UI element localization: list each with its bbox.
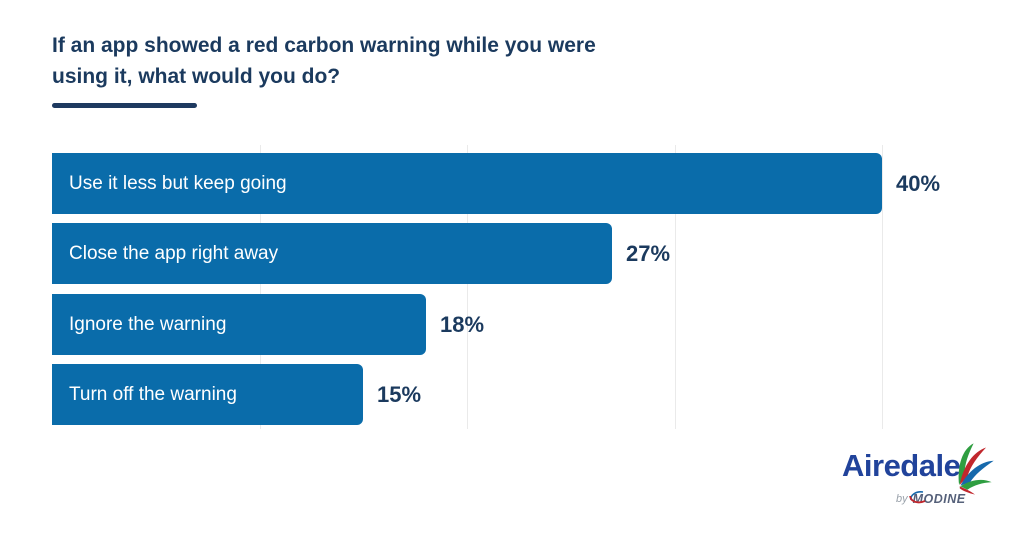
title-underline-divider bbox=[52, 103, 197, 108]
bar-ignore-warning: Ignore the warning bbox=[52, 294, 426, 355]
chart-title-line1: If an app showed a red carbon warning wh… bbox=[52, 34, 596, 57]
bar-value-label: 15% bbox=[377, 381, 422, 407]
bar-turn-off-warning: Turn off the warning bbox=[52, 364, 363, 425]
bar-use-it-less: Use it less but keep going bbox=[52, 153, 882, 214]
bar-value-label: 40% bbox=[896, 170, 941, 196]
airedale-logo-byline: by MODINE bbox=[842, 491, 1017, 506]
chart-title-line2: using it, what would you do? bbox=[52, 65, 341, 88]
gridline bbox=[467, 145, 468, 429]
gridline bbox=[675, 145, 676, 429]
bar-category-label: Close the app right away bbox=[69, 242, 279, 264]
modine-wordmark: MODINE bbox=[908, 491, 966, 506]
byline-text: by bbox=[896, 493, 908, 505]
bar-row: Turn off the warning 15% bbox=[52, 364, 1024, 425]
modine-swoosh-icon bbox=[908, 491, 925, 504]
gridline bbox=[882, 145, 883, 429]
gridline bbox=[260, 145, 261, 429]
bar-row: Use it less but keep going 40% bbox=[52, 153, 1024, 214]
bar-category-label: Use it less but keep going bbox=[69, 172, 287, 194]
bar-close-app: Close the app right away bbox=[52, 223, 612, 284]
bar-category-label: Turn off the warning bbox=[69, 383, 237, 405]
bar-row: Ignore the warning 18% bbox=[52, 294, 1024, 355]
bar-value-label: 18% bbox=[440, 311, 485, 337]
bar-category-label: Ignore the warning bbox=[69, 313, 227, 335]
bar-row: Close the app right away 27% bbox=[52, 223, 1024, 284]
bar-chart: Use it less but keep going 40% Close the… bbox=[0, 145, 1024, 431]
modine-text: MODINE bbox=[912, 492, 966, 506]
gridlines bbox=[52, 145, 1024, 429]
airedale-logo: Airedale by MODINE bbox=[842, 443, 1017, 506]
airedale-brand-text: Airedale bbox=[842, 448, 961, 483]
bar-value-label: 27% bbox=[626, 240, 671, 266]
airedale-fan-swoosh-icon bbox=[958, 443, 995, 495]
chart-title: If an app showed a red carbon warning wh… bbox=[52, 30, 596, 92]
airedale-logo-top: Airedale bbox=[842, 443, 1017, 496]
